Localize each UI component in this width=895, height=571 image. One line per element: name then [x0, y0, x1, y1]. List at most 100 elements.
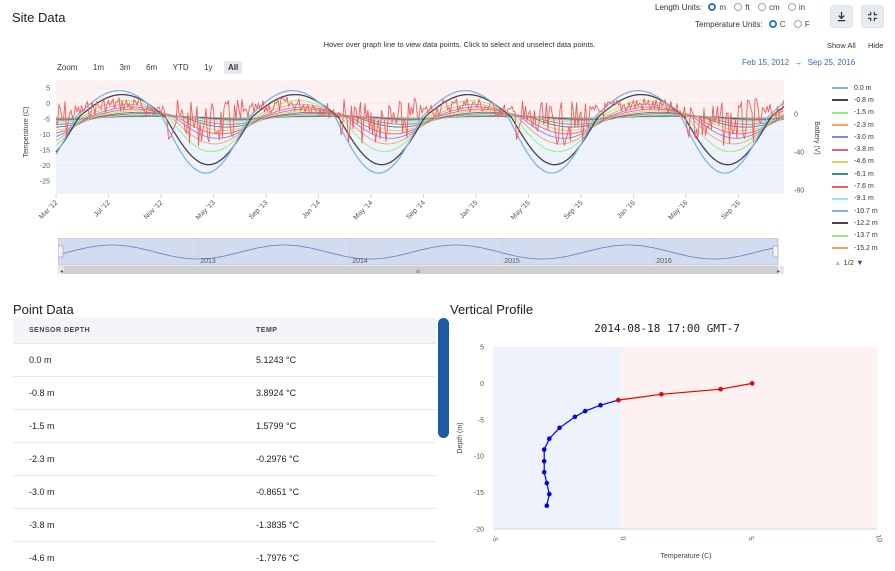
zoom-1y-button[interactable]: 1y	[204, 63, 213, 72]
x-tick-label: Sep '13	[248, 199, 270, 221]
legend-item[interactable]: -12.2 m	[832, 217, 892, 229]
navigator-scrollbar-thumb[interactable]	[64, 266, 778, 274]
table-scrollbar-thumb[interactable]	[438, 318, 449, 438]
legend-item[interactable]: -6.1 m	[832, 168, 892, 180]
x-tick-label: May '14	[352, 199, 374, 221]
legend-item[interactable]: -13.7 m	[832, 230, 892, 242]
chart-hint: Hover over graph line to view data point…	[323, 40, 596, 49]
legend-item[interactable]: -4.6 m	[832, 156, 892, 168]
zoom-all-button[interactable]: All	[224, 61, 243, 74]
download-button[interactable]	[830, 5, 853, 28]
length-unit-ft[interactable]: ft	[734, 3, 755, 12]
profile-data-point[interactable]	[572, 414, 578, 420]
profile-data-point[interactable]	[547, 436, 552, 441]
temp-unit-f[interactable]: F	[793, 20, 816, 29]
y-tick-label: -10	[40, 132, 50, 139]
profile-data-point[interactable]	[718, 386, 723, 392]
date-to-input[interactable]: Sep 25, 2016	[807, 58, 856, 67]
profile-data-point[interactable]	[582, 408, 588, 414]
main-series[interactable]	[55, 89, 785, 174]
profile-data-point[interactable]	[541, 469, 547, 475]
point-data-table: SENSOR DEPTH TEMP 0.0 m 5.1243 °C -0.8 m 3.…	[13, 318, 436, 571]
profile-y-tick-label: 5	[480, 345, 484, 352]
legend-item[interactable]: -0.8 m	[832, 94, 892, 106]
depth-series-line[interactable]	[55, 100, 785, 153]
profile-data-point[interactable]	[557, 425, 562, 431]
sensor-depth-cell: -2.3 m	[13, 441, 240, 475]
legend-item[interactable]: 0.0 m	[832, 82, 892, 94]
temp-cell: 3.8924 °C	[240, 375, 436, 409]
profile-data-point[interactable]	[616, 397, 621, 403]
depth-series-line[interactable]	[55, 89, 785, 174]
x-tick-label: May '16	[667, 199, 689, 221]
length-unit-cm[interactable]: cm	[757, 3, 786, 12]
legend-label: -6.1 m	[854, 170, 874, 178]
profile-series[interactable]	[541, 381, 755, 508]
legend-label: -9.1 m	[854, 195, 874, 203]
date-range: Feb 15, 2012 → Sep 25, 2016	[742, 58, 855, 67]
legend-item[interactable]: -10.7 m	[832, 205, 892, 217]
profile-data-point[interactable]	[544, 480, 550, 486]
navigator[interactable]: 2013 2014 2015 2016 ◂ ▸ ≡	[58, 238, 784, 276]
point-data-title: Point Data	[13, 302, 74, 317]
hide-button[interactable]: Hide	[868, 41, 884, 50]
zoom-6m-button[interactable]: 6m	[146, 63, 158, 72]
table-row[interactable]: 0.0 m 5.1243 °C	[13, 342, 436, 376]
navigator-year-label: 2014	[352, 258, 368, 265]
zoom-1m-button[interactable]: 1m	[92, 63, 105, 72]
zoom-ytd-button[interactable]: YTD	[172, 63, 189, 72]
vertical-profile-title: Vertical Profile	[450, 302, 534, 317]
legend-next-icon[interactable]: ▼	[856, 258, 864, 267]
profile-series-line[interactable]	[618, 382, 753, 401]
length-unit-in[interactable]: in	[787, 3, 811, 12]
legend-swatch	[832, 185, 848, 188]
navigator-handle-right[interactable]	[772, 245, 779, 258]
profile-data-point[interactable]	[547, 491, 552, 497]
profile-x-axis-label: Temperature (C)	[661, 553, 712, 560]
profile-data-point[interactable]	[598, 402, 603, 408]
scroll-left-icon[interactable]: ◂	[60, 268, 63, 275]
show-all-button[interactable]: Show All	[827, 41, 856, 50]
legend-label: -2.3 m	[854, 121, 874, 129]
profile-data-point[interactable]	[659, 392, 664, 397]
legend-item[interactable]: -3.8 m	[832, 143, 892, 155]
profile-y-tick-label: 0	[480, 381, 484, 388]
table-row[interactable]: -1.5 m 1.5799 °C	[13, 408, 436, 442]
date-from-input[interactable]: Feb 15, 2012	[742, 58, 790, 67]
navigator-handle-left[interactable]	[58, 245, 64, 258]
point-data-table-wrapper[interactable]: SENSOR DEPTH TEMP 0.0 m 5.1243 °C -0.8 m 3.…	[13, 318, 436, 571]
x-tick-label: May '13	[195, 199, 217, 221]
profile-data-point[interactable]	[541, 447, 547, 452]
legend-label: -0.8 m	[854, 96, 874, 104]
legend-item[interactable]: -15.2 m	[832, 242, 892, 254]
legend-item[interactable]: -1.5 m	[832, 107, 892, 119]
legend-prev-icon[interactable]: ▲	[834, 258, 842, 267]
profile-data-point[interactable]	[541, 459, 547, 464]
legend-item[interactable]: -3.0 m	[832, 131, 892, 143]
profile-data-point[interactable]	[749, 381, 755, 386]
table-row[interactable]: -3.0 m -0.8651 °C	[13, 474, 436, 508]
table-row[interactable]: -2.3 m -0.2976 °C	[13, 441, 436, 475]
profile-y-tick-label: -20	[474, 527, 484, 534]
temp-unit-c[interactable]: C	[768, 20, 792, 29]
length-units-group: Length Units: m ft cm in	[655, 3, 811, 12]
legend-swatch	[832, 234, 848, 237]
legend-item[interactable]: -7.6 m	[832, 180, 892, 192]
temp-cell: -1.7976 °C	[240, 540, 436, 571]
profile-warm-band	[621, 347, 877, 529]
legend-item[interactable]: -9.1 m	[832, 193, 892, 205]
table-row[interactable]: -0.8 m 3.8924 °C	[13, 375, 436, 409]
col-sensor-depth[interactable]: SENSOR DEPTH	[13, 318, 240, 343]
legend-item[interactable]: -2.3 m	[832, 119, 892, 131]
battery-series-line[interactable]	[55, 96, 784, 146]
legend-swatch	[832, 87, 848, 90]
table-row[interactable]: -3.8 m -1.3835 °C	[13, 507, 436, 541]
length-unit-m[interactable]: m	[708, 3, 732, 12]
col-temp[interactable]: TEMP	[240, 318, 436, 343]
x-tick-label: Mar '12	[38, 199, 59, 220]
zoom-3m-button[interactable]: 3m	[119, 63, 131, 72]
fullscreen-button[interactable]	[861, 5, 884, 28]
table-row[interactable]: -4.6 m -1.7976 °C	[13, 540, 436, 571]
scroll-right-icon[interactable]: ▸	[777, 268, 780, 275]
profile-data-point[interactable]	[544, 503, 550, 508]
